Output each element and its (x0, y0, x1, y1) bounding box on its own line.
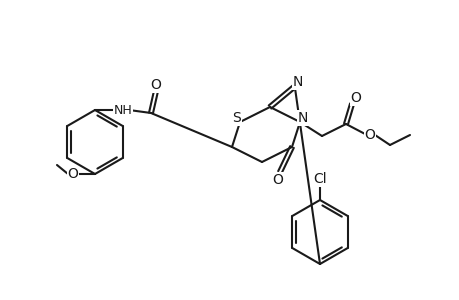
Text: O: O (272, 173, 283, 187)
Text: O: O (150, 78, 161, 92)
Text: O: O (67, 167, 78, 181)
Text: S: S (232, 111, 241, 125)
Text: O: O (350, 91, 361, 105)
Text: O: O (364, 128, 375, 142)
Text: Cl: Cl (313, 172, 326, 186)
Text: NH: NH (113, 103, 132, 116)
Text: N: N (292, 75, 302, 89)
Text: N: N (297, 111, 308, 125)
